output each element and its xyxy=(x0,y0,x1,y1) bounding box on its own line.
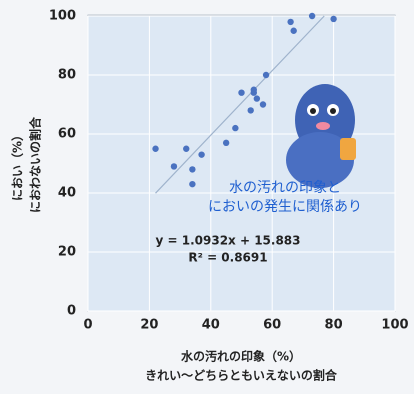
point xyxy=(232,124,239,132)
point xyxy=(290,27,297,34)
point xyxy=(247,107,254,114)
x-tick-label: 40 xyxy=(202,318,220,333)
point xyxy=(287,18,294,26)
point xyxy=(238,89,245,96)
point xyxy=(189,180,196,188)
y-tick-label: 80 xyxy=(58,68,76,83)
y-tick-label: 40 xyxy=(58,186,76,201)
point xyxy=(262,71,270,79)
point xyxy=(198,151,205,158)
y-axis-label: におい（%） xyxy=(10,129,25,201)
annotation: 水の汚れの印象と xyxy=(229,180,341,196)
x-tick-label: 100 xyxy=(381,318,408,333)
r-squared: R² = 0.8691 xyxy=(188,251,267,265)
point xyxy=(189,166,196,173)
point xyxy=(183,145,190,152)
point xyxy=(152,145,159,152)
y-axis-label: におわないの割合 xyxy=(28,116,43,213)
x-axis-label: きれい～どちらともいえないの割合 xyxy=(145,368,338,383)
x-tick-label: 80 xyxy=(325,318,343,333)
x-tick-label: 20 xyxy=(140,318,158,333)
point xyxy=(222,139,230,147)
x-tick-label: 0 xyxy=(83,318,92,333)
y-tick-label: 60 xyxy=(58,127,76,142)
point xyxy=(259,101,267,108)
annotation: においの発生に関係あり xyxy=(208,199,362,215)
trendline xyxy=(155,15,325,194)
trend-equation: y = 1.0932x + 15.883 xyxy=(156,234,301,248)
x-axis-label: 水の汚れの印象（%） xyxy=(181,349,301,364)
y-tick-label: 0 xyxy=(67,304,76,319)
point xyxy=(308,12,316,20)
y-tick-label: 20 xyxy=(58,245,76,260)
point xyxy=(250,86,257,93)
point xyxy=(330,15,337,23)
point xyxy=(170,163,178,170)
mascot xyxy=(286,84,356,188)
point xyxy=(253,95,261,102)
y-tick-label: 100 xyxy=(49,9,76,24)
x-tick-label: 60 xyxy=(263,318,281,333)
